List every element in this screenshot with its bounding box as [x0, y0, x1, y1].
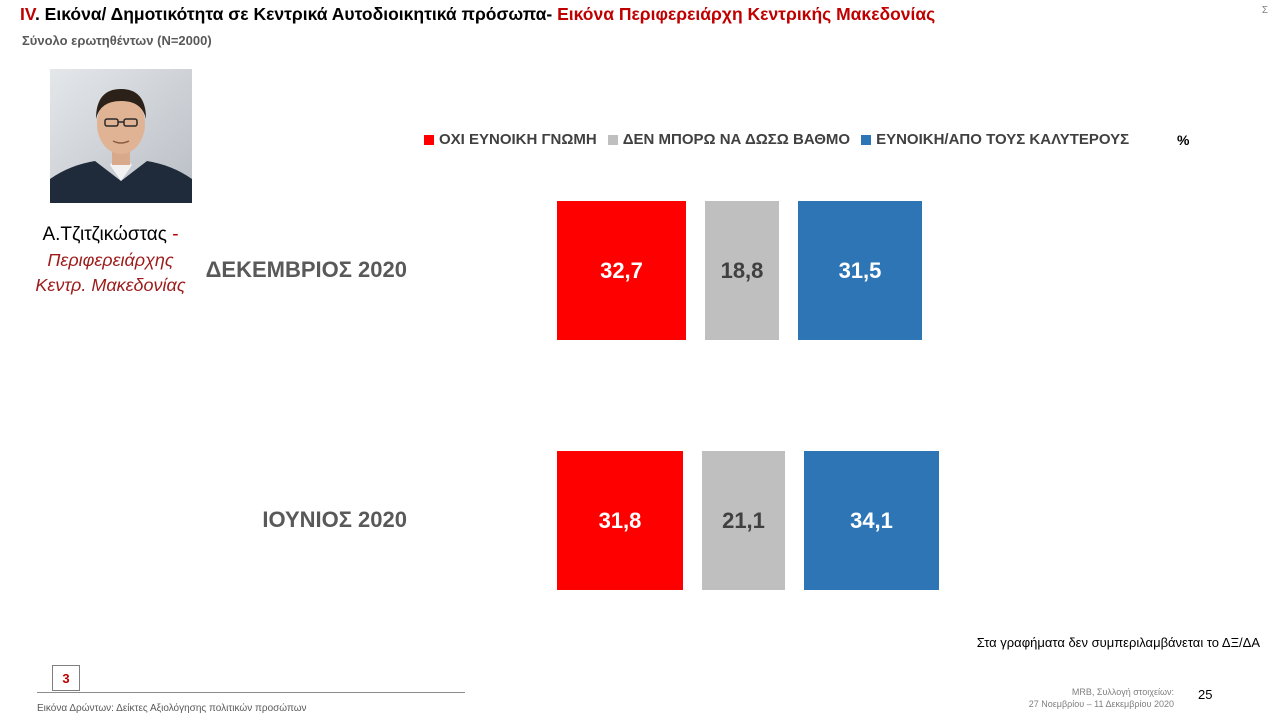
legend-label-neutral: ΔΕΝ ΜΠΟΡΩ ΝΑ ΔΩΣΩ ΒΑΘΜΟ	[622, 131, 851, 148]
legend-swatch-positive	[861, 134, 872, 145]
chart-note: Στα γραφήματα δεν συμπεριλαμβάνεται το Δ…	[976, 635, 1260, 650]
legend-label-negative: ΟΧΙ ΕΥΝΟΙΚΗ ΓΝΩΜΗ	[439, 131, 597, 148]
title-main: . Εικόνα/ Δημοτικότητα σε Κεντρικά Αυτοδ…	[34, 4, 558, 24]
person-name: Α.Τζιτζικώστας -	[18, 222, 203, 247]
footer-caption: Εικόνα Δρώντων: Δείκτες Αξιολόγησης πολι…	[37, 703, 307, 714]
person-role-line2: Κεντρ. Μακεδονίας	[35, 275, 186, 295]
bar-value-label: 34,1	[850, 507, 893, 533]
bar-negative-june: 31,8	[557, 451, 683, 590]
legend-swatch-negative	[424, 134, 434, 145]
footer-divider	[37, 692, 465, 693]
source-line2: 27 Νοεμβρίου – 11 Δεκεμβρίου 2020	[1028, 699, 1174, 709]
bar-value-label: 32,7	[600, 257, 643, 283]
footer-number-box: 3	[52, 665, 80, 691]
bar-value-label: 31,5	[838, 257, 882, 283]
category-label-december: ΔΕΚΕΜΒΡΙΟΣ 2020	[205, 257, 407, 282]
bar-negative-december: 32,7	[557, 201, 686, 340]
portrait-photo	[50, 69, 192, 203]
category-label-june: ΙΟΥΝΙΟΣ 2020	[262, 507, 407, 532]
slide-title: IV. Εικόνα/ Δημοτικότητα σε Κεντρικά Αυτ…	[20, 4, 935, 25]
corner-mark: Σ	[1261, 5, 1268, 16]
source-info: MRB, Συλλογή στοιχείων: 27 Νοεμβρίου – 1…	[1000, 686, 1174, 710]
legend-item-neutral: ΔΕΝ ΜΠΟΡΩ ΝΑ ΔΩΣΩ ΒΑΘΜΟ	[607, 131, 851, 148]
chart-legend: ΟΧΙ ΕΥΝΟΙΚΗ ΓΝΩΜΗ ΔΕΝ ΜΠΟΡΩ ΝΑ ΔΩΣΩ ΒΑΘΜ…	[424, 131, 1140, 148]
portrait-image	[50, 69, 192, 203]
bar-value-label: 18,8	[720, 257, 764, 283]
bar-positive-june: 34,1	[804, 451, 939, 590]
bar-neutral-december: 18,8	[705, 201, 779, 340]
bar-value-label: 31,8	[598, 507, 642, 533]
person-name-dash: -	[166, 224, 179, 245]
title-roman-numeral: IV	[20, 4, 35, 24]
legend-label-positive: ΕΥΝΟΙΚΗ/ΑΠΟ ΤΟΥΣ ΚΑΛΥΤΕΡΟΥΣ	[876, 131, 1130, 148]
legend-item-negative: ΟΧΙ ΕΥΝΟΙΚΗ ΓΝΩΜΗ	[424, 131, 597, 148]
source-line1: MRB, Συλλογή στοιχείων:	[1071, 687, 1174, 697]
bar-neutral-june: 21,1	[702, 451, 785, 590]
sample-subtitle: Σύνολο ερωτηθέντων (N=2000)	[22, 33, 212, 48]
bar-value-label: 21,1	[722, 507, 765, 533]
person-role-line1: Περιφερειάρχης	[47, 250, 174, 270]
legend-swatch-neutral	[607, 134, 618, 145]
legend-item-positive: ΕΥΝΟΙΚΗ/ΑΠΟ ΤΟΥΣ ΚΑΛΥΤΕΡΟΥΣ	[861, 131, 1129, 148]
bar-positive-december: 31,5	[798, 201, 922, 340]
percent-unit-label: %	[1177, 132, 1190, 148]
title-highlight: Εικόνα Περιφερειάρχη Κεντρικής Μακεδονία…	[557, 4, 936, 24]
person-name-text: Α.Τζιτζικώστας	[42, 224, 167, 245]
person-role: Περιφερειάρχης Κεντρ. Μακεδονίας	[18, 248, 203, 298]
page-number: 25	[1198, 687, 1213, 702]
